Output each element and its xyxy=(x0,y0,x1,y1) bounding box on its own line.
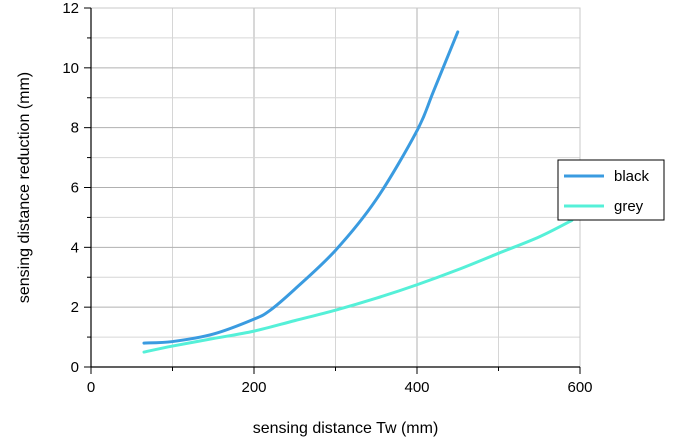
series-lines xyxy=(142,30,574,354)
legend-label-grey: grey xyxy=(614,198,644,215)
legend-box xyxy=(557,159,665,221)
y-tick-label: 6 xyxy=(71,180,79,197)
tick-labels: 0 2 4 6 8 10 12 0 200 400 600 xyxy=(62,0,592,396)
axes xyxy=(84,7,581,374)
y-tick-label: 2 xyxy=(71,299,79,316)
y-axis-title: sensing distance reduction (mm) xyxy=(16,72,33,303)
legend-label-black: black xyxy=(614,168,650,185)
x-tick-label: 600 xyxy=(567,379,592,396)
x-tick-label: 200 xyxy=(241,379,266,396)
legend: black grey xyxy=(557,159,665,221)
gridlines xyxy=(90,7,581,368)
y-tick-label: 8 xyxy=(71,120,79,137)
x-tick-label: 400 xyxy=(404,379,429,396)
y-tick-label: 10 xyxy=(62,60,79,77)
x-axis-title: sensing distance Tw (mm) xyxy=(253,420,439,437)
x-tick-label: 0 xyxy=(87,379,95,396)
y-tick-label: 4 xyxy=(71,239,79,256)
y-tick-label: 0 xyxy=(71,359,79,376)
series-line-grey xyxy=(142,218,574,354)
y-tick-label: 12 xyxy=(62,0,79,17)
series-line-black xyxy=(142,30,460,345)
